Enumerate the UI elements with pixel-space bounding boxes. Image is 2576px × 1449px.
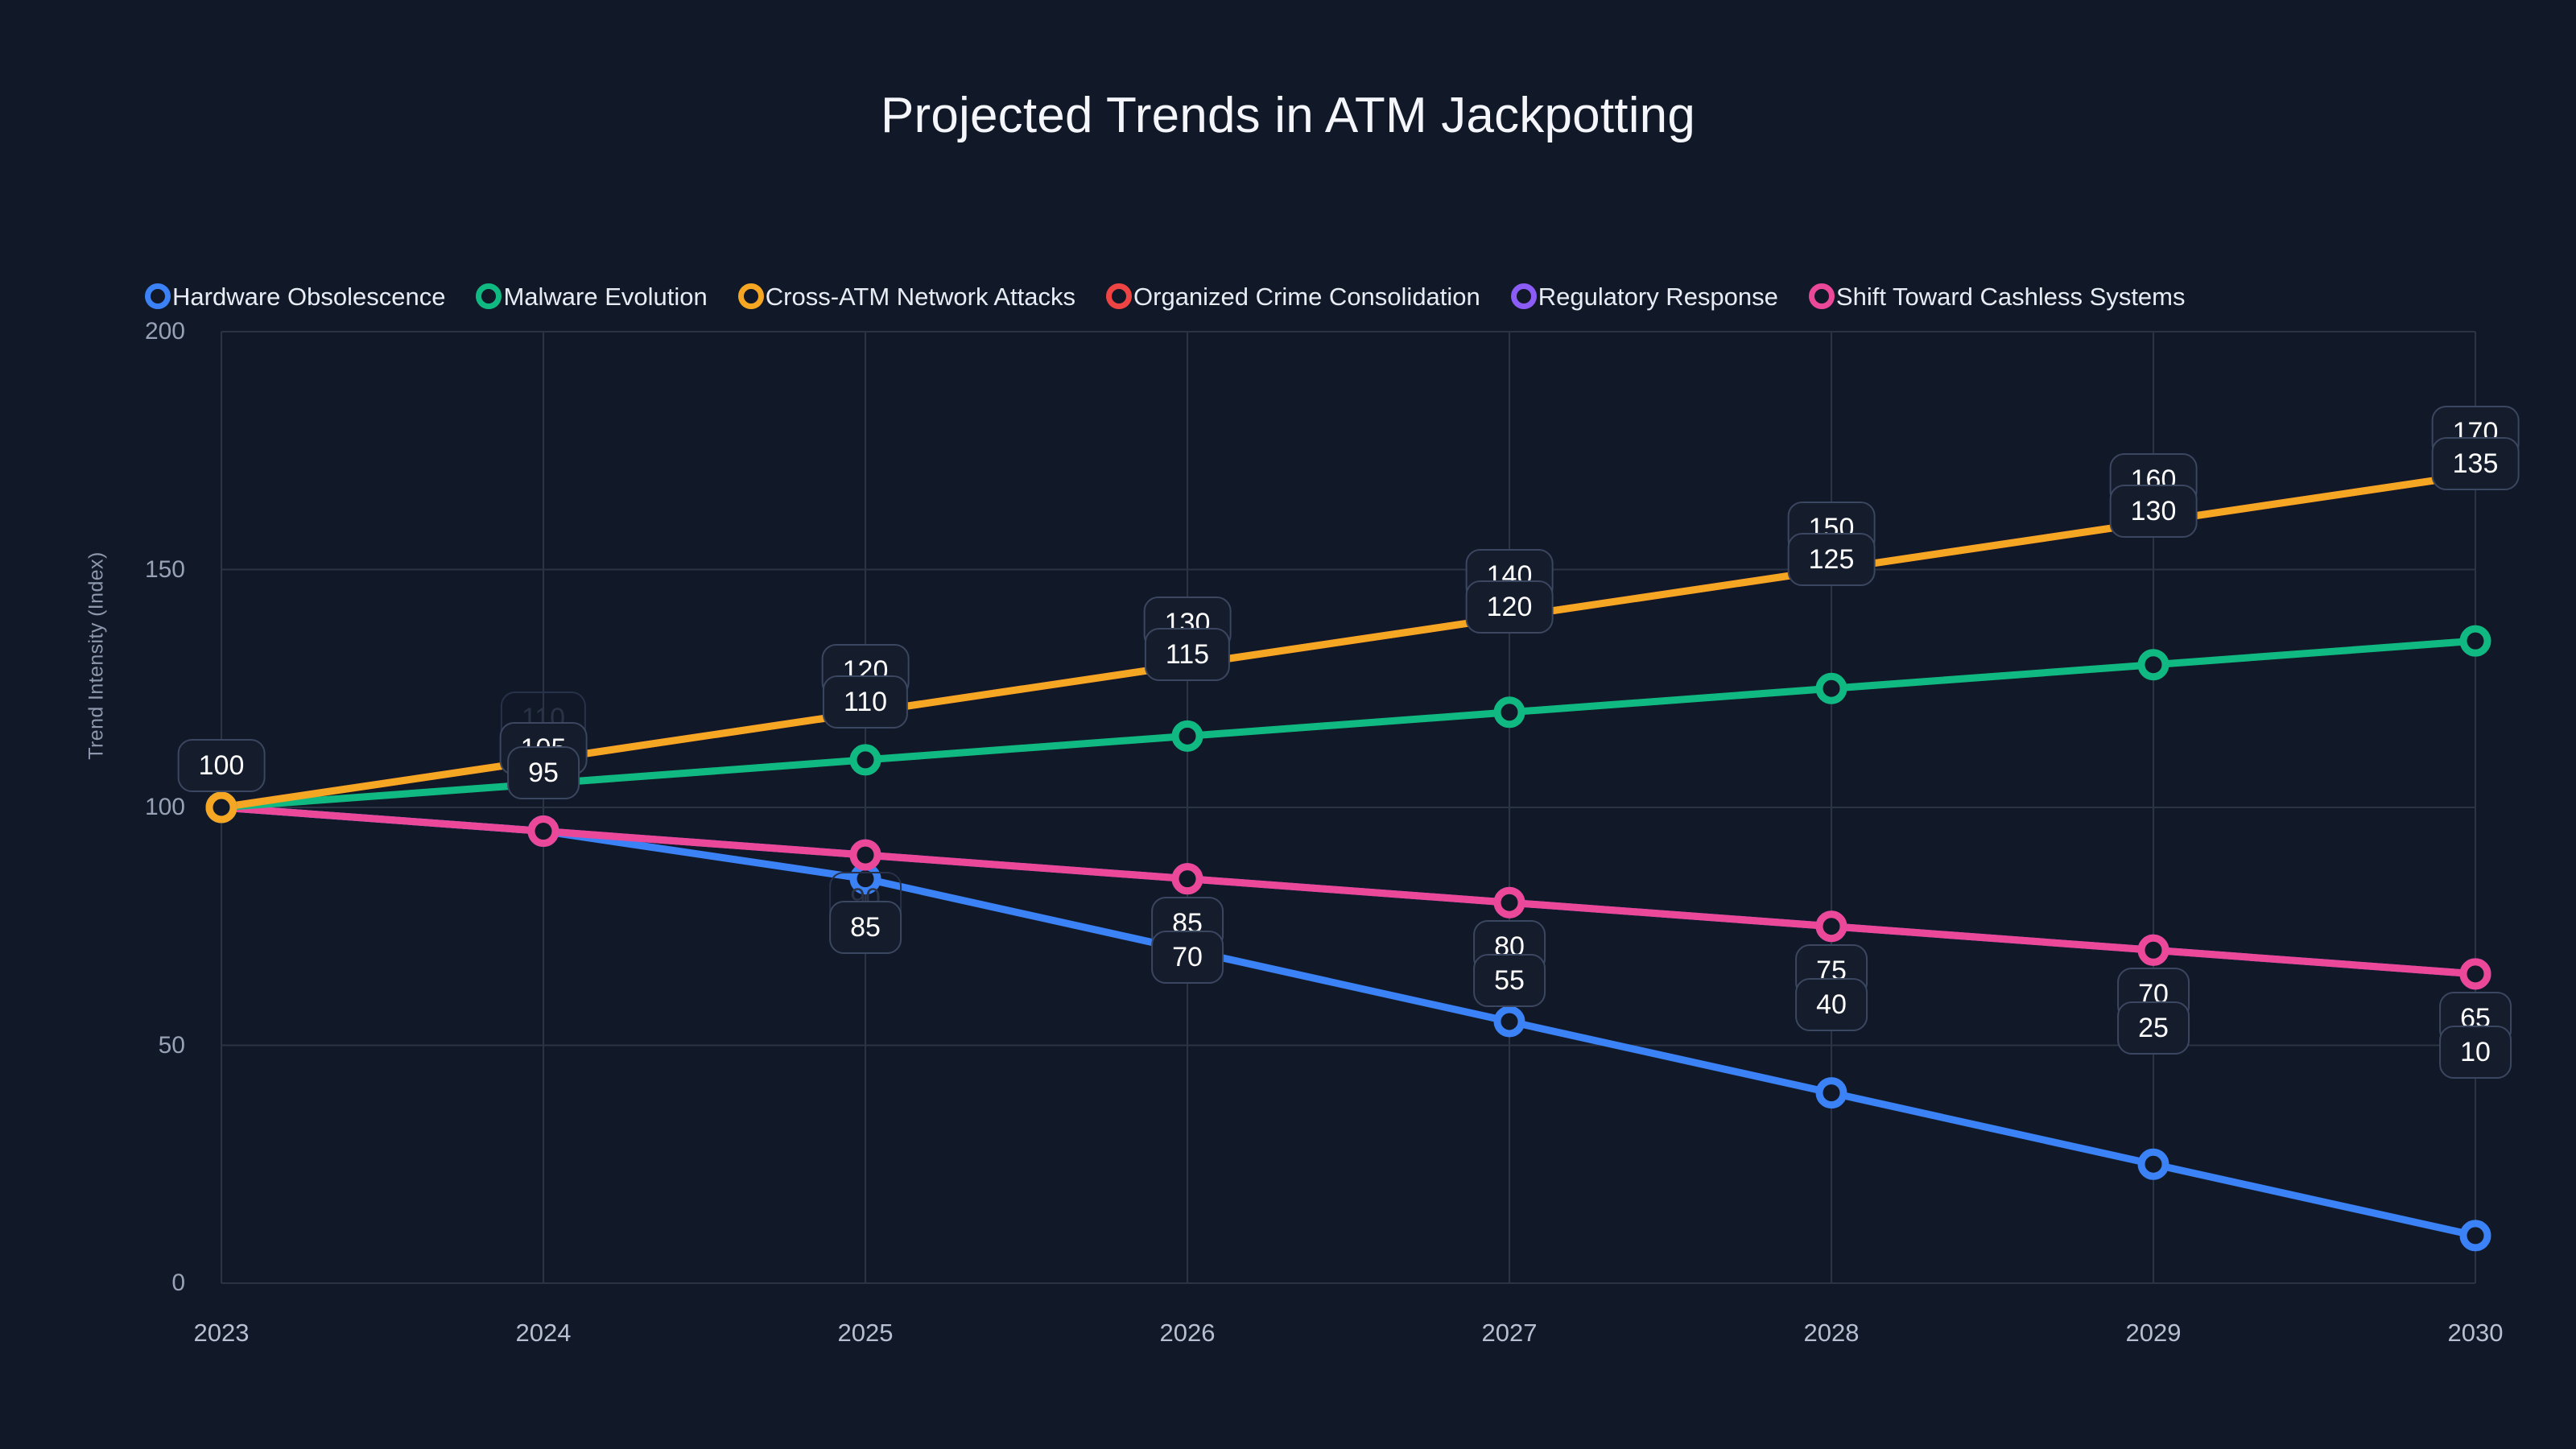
legend-item-0[interactable]: Hardware Obsolescence — [145, 283, 445, 309]
legend-item-2[interactable]: Cross-ATM Network Attacks — [737, 282, 1076, 311]
legend-marker-icon — [476, 283, 502, 309]
data-point-marker[interactable] — [2459, 958, 2491, 990]
data-point-marker[interactable] — [1493, 1005, 1525, 1038]
data-point-label: 125 — [1787, 532, 1876, 586]
data-point-label: 40 — [1795, 977, 1868, 1031]
legend-marker-icon — [1808, 283, 1835, 309]
legend-marker-icon — [737, 283, 764, 309]
x-tick-label: 2029 — [2125, 1319, 2182, 1347]
legend-item-1[interactable]: Malware Evolution — [476, 282, 708, 311]
y-tick-label: 150 — [144, 555, 185, 583]
data-point-marker[interactable] — [1493, 696, 1525, 729]
legend-item-4[interactable]: Regulatory Response — [1510, 282, 1778, 311]
legend-item-label: Cross-ATM Network Attacks — [765, 282, 1076, 311]
data-point-label: 100 — [177, 739, 266, 792]
x-tick-label: 2024 — [515, 1319, 572, 1347]
data-point-marker[interactable] — [2459, 625, 2491, 657]
data-point-marker[interactable] — [2137, 1148, 2169, 1180]
data-point-label: 95 — [507, 746, 580, 800]
y-tick-label: 50 — [158, 1031, 185, 1059]
data-point-marker[interactable] — [2137, 649, 2169, 681]
data-point-marker[interactable] — [2137, 934, 2169, 966]
x-tick-label: 2023 — [193, 1319, 250, 1347]
data-point-marker[interactable] — [1171, 720, 1203, 752]
data-point-marker[interactable] — [205, 791, 237, 824]
legend-item-label: Malware Evolution — [503, 282, 708, 311]
x-tick-label: 2027 — [1481, 1319, 1538, 1347]
data-point-marker[interactable] — [527, 815, 559, 848]
legend-item-label: Hardware Obsolescence — [172, 282, 446, 311]
x-tick-label: 2028 — [1803, 1319, 1860, 1347]
data-point-marker[interactable] — [1171, 863, 1203, 895]
legend-item-label: Regulatory Response — [1538, 282, 1778, 311]
y-tick-label: 0 — [171, 1269, 185, 1296]
y-tick-label: 100 — [144, 794, 185, 820]
series-line-2 — [217, 470, 2479, 811]
data-point-marker[interactable] — [1493, 886, 1525, 919]
data-point-label: 120 — [1465, 580, 1554, 634]
data-point-marker[interactable] — [1815, 672, 1847, 704]
data-point-marker[interactable] — [849, 839, 881, 871]
series-line-5 — [217, 803, 2479, 978]
x-tick-label: 2026 — [1159, 1319, 1216, 1347]
data-point-label: 135 — [2431, 437, 2520, 491]
data-point-marker[interactable] — [1815, 910, 1847, 943]
legend-item-3[interactable]: Organized Crime Consolidation — [1106, 283, 1480, 309]
data-point-marker[interactable] — [1815, 1077, 1847, 1109]
data-point-label: 70 — [1151, 930, 1224, 984]
chart-title: Projected Trends in ATM Jackpotting — [880, 88, 1696, 143]
legend-item-label: Shift Toward Cashless Systems — [1835, 282, 2186, 311]
data-point-marker[interactable] — [849, 744, 881, 776]
data-point-label: 55 — [1473, 954, 1546, 1008]
data-point-label: 115 — [1144, 627, 1231, 681]
series-line-1 — [217, 637, 2479, 811]
y-tick-label: 200 — [144, 318, 185, 345]
series-line-0 — [217, 803, 2479, 1240]
data-point-label: 130 — [2109, 485, 2198, 539]
data-point-label: 110 — [822, 675, 909, 729]
legend-marker-icon — [145, 283, 171, 309]
legend-marker-icon — [1106, 283, 1133, 309]
x-tick-label: 2030 — [2447, 1319, 2504, 1347]
data-point-marker[interactable] — [2459, 1220, 2491, 1252]
legend-item-5[interactable]: Shift Toward Cashless Systems — [1808, 282, 2186, 311]
data-point-label: 10 — [2439, 1025, 2512, 1079]
legend-marker-icon — [1510, 283, 1537, 309]
data-point-label: 85 — [829, 901, 902, 955]
legend-item-label: Organized Crime Consolidation — [1133, 282, 1480, 311]
x-tick-label: 2025 — [837, 1319, 894, 1347]
chart-legend: Hardware Obsolescence Malware Evolution Cr… — [145, 283, 2528, 309]
data-point-label: 25 — [2117, 1001, 2190, 1055]
